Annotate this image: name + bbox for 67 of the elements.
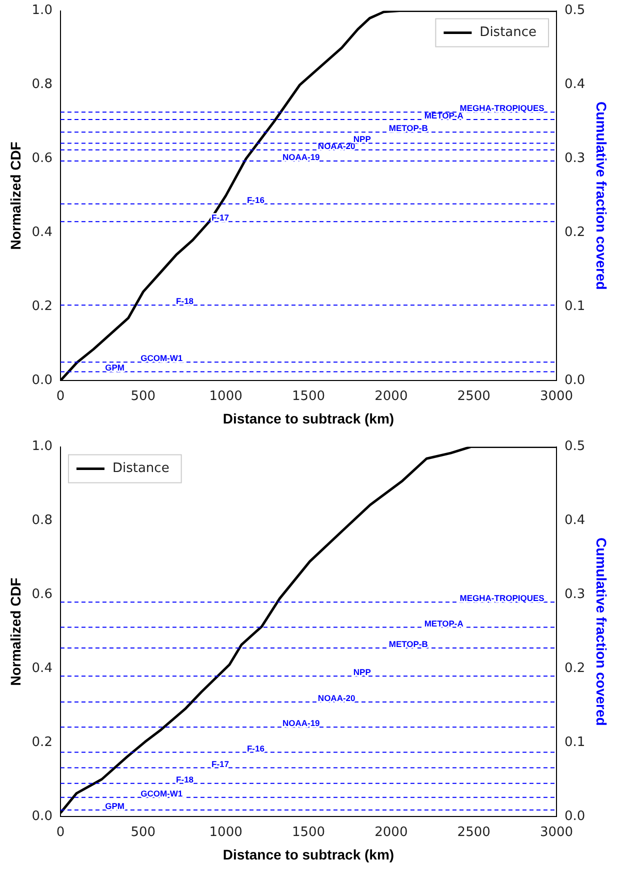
y2-tick-label: 0.4 xyxy=(564,77,586,92)
x-tick-label: 2000 xyxy=(374,824,408,840)
y-tick-label: 0.4 xyxy=(32,225,52,240)
ref-line-label: F-17 xyxy=(212,212,230,223)
y2-tick-label: 0.1 xyxy=(564,299,586,314)
ref-line-label: NPP xyxy=(353,134,372,144)
legend-label: Distance xyxy=(112,461,170,476)
y-tick-label: 0.8 xyxy=(32,77,52,92)
y-tick-label: 0.2 xyxy=(32,299,52,314)
x-tick-label: 1500 xyxy=(292,824,326,840)
ref-line-label: F-18 xyxy=(176,774,194,784)
y2-tick-label: 0.2 xyxy=(564,225,586,240)
x-tick-label: 500 xyxy=(130,824,156,840)
legend-label: Distance xyxy=(480,25,537,40)
ref-line-label: METOP-B xyxy=(388,123,428,134)
x-tick-label: 1000 xyxy=(209,388,242,404)
ref-line-label: F-18 xyxy=(176,296,194,306)
x-tick-label: 2500 xyxy=(457,824,490,840)
x-tick-label: 0 xyxy=(56,388,65,404)
ref-line-label: F-17 xyxy=(212,758,230,769)
y2-axis-title: Cumulative fraction covered xyxy=(594,538,610,726)
x-tick-label: 0 xyxy=(56,824,65,840)
y-tick-label: 0.0 xyxy=(32,372,52,388)
x-tick-label: 2000 xyxy=(374,388,408,404)
ref-line-label: METOP-A xyxy=(424,618,464,628)
ref-line-label: NPP xyxy=(353,667,372,678)
y-tick-label: 0.6 xyxy=(32,151,52,166)
x-axis-title: Distance to subtrack (km) xyxy=(222,410,394,426)
y-tick-label: 0.6 xyxy=(32,587,52,602)
y-tick-label: 0.8 xyxy=(32,513,52,528)
y2-tick-label: 0.3 xyxy=(564,587,586,602)
y2-tick-label: 0.5 xyxy=(564,439,586,454)
ref-line-label: NOAA-20 xyxy=(318,692,356,703)
ref-line-label: NOAA-19 xyxy=(282,718,320,728)
y2-axis-title: Cumulative fraction covered xyxy=(594,102,610,290)
y-axis-title: Normalized CDF xyxy=(7,577,24,686)
ref-line-label: GCOM-W1 xyxy=(140,353,183,364)
ref-line-label: METOP-B xyxy=(388,638,428,649)
y-tick-label: 1.0 xyxy=(32,439,52,454)
x-tick-label: 3000 xyxy=(540,824,574,840)
x-axis-title: Distance to subtrack (km) xyxy=(222,846,394,862)
ref-line-label: MEGHA-TROPIQUES xyxy=(460,103,545,114)
y-tick-label: 0.4 xyxy=(32,661,52,676)
y2-tick-label: 0.0 xyxy=(564,808,586,824)
y2-tick-label: 0.3 xyxy=(564,151,586,166)
y-axis-title: Normalized CDF xyxy=(7,141,24,250)
ref-line-label: MEGHA-TROPIQUES xyxy=(460,593,545,604)
y-tick-label: 0.0 xyxy=(32,808,52,824)
x-tick-label: 1500 xyxy=(292,388,326,404)
y-tick-label: 1.0 xyxy=(32,3,52,18)
ref-line-label: GCOM-W1 xyxy=(140,788,183,798)
y2-tick-label: 0.2 xyxy=(564,661,586,676)
ref-line-label: F-16 xyxy=(246,743,265,754)
y2-tick-label: 0.1 xyxy=(564,735,586,750)
ref-line-label: NOAA-20 xyxy=(318,140,356,151)
x-tick-label: 2500 xyxy=(457,388,490,404)
y-tick-label: 0.2 xyxy=(32,735,52,750)
y2-tick-label: 0.5 xyxy=(564,3,586,18)
x-tick-label: 500 xyxy=(130,388,156,404)
y2-tick-label: 0.0 xyxy=(564,372,586,388)
ref-line-label: GPM xyxy=(105,800,124,811)
x-tick-label: 1000 xyxy=(209,824,242,840)
y2-tick-label: 0.4 xyxy=(564,513,586,528)
ref-line-label: NOAA-19 xyxy=(282,152,320,162)
ref-line-label: F-16 xyxy=(246,194,265,205)
x-tick-label: 3000 xyxy=(540,388,574,404)
ref-line-label: GPM xyxy=(105,362,124,373)
